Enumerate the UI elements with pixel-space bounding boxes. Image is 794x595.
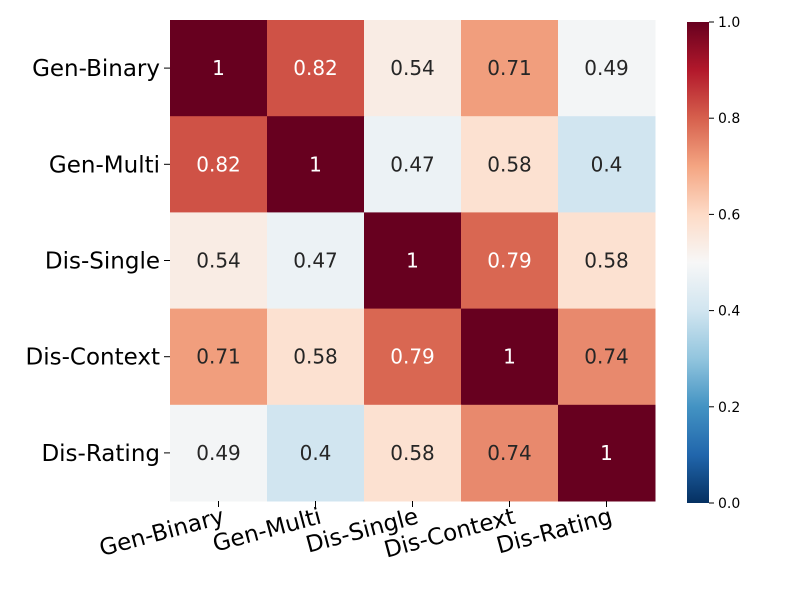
heatmap-cell [461,404,559,502]
cell-value-label: 0.79 [390,345,435,369]
heatmap-cell [364,20,462,117]
cell-value-label: 0.58 [584,249,629,273]
heatmap-cell [170,116,268,213]
colorbar-tick-label: 0.6 [718,207,740,223]
heatmap-cell [364,116,462,213]
heatmap-cell [461,212,559,310]
column-tick-labels: Gen-BinaryGen-MultiDis-SingleDis-Context… [97,501,615,564]
colorbar-tick-label: 0.2 [718,400,740,416]
heatmap-cell [461,116,559,213]
cell-value-label: 0.58 [487,152,532,176]
row-label: Gen-Binary [32,56,160,82]
cell-value-label: 0.74 [487,441,532,465]
heatmap-cell [364,404,462,502]
cell-value-label: 1 [600,441,613,465]
heatmap-cell [170,404,268,502]
cell-value-label: 1 [406,249,419,273]
cell-value-label: 1 [503,345,516,369]
row-label: Dis-Rating [41,441,160,467]
heatmap-cell [267,308,365,406]
colorbar-ticks: 0.0 0.2 0.4 0.6 0.8 1.0 [709,15,740,512]
heatmap-cell [558,404,656,502]
heatmap-cell [267,116,365,213]
heatmap-cell [558,308,656,406]
cell-value-label: 0.71 [196,345,241,369]
heatmap-cell [170,212,268,310]
cell-value-label: 0.49 [196,441,241,465]
cell-value-label: 1 [212,56,225,80]
colorbar-gradient [687,22,709,503]
heatmap-cell [461,20,559,117]
cell-value-label: 0.82 [196,152,241,176]
heatmap-cell [170,308,268,406]
heatmap-cell [170,20,268,117]
heatmap-cell [558,20,656,117]
cell-value-label: 0.54 [196,249,241,273]
cell-value-label: 0.47 [293,249,338,273]
cell-value-label: 0.47 [390,152,435,176]
colorbar: 0.0 0.2 0.4 0.6 0.8 1.0 [687,15,740,512]
cell-value-label: 0.58 [293,345,338,369]
heatmap-cell [558,212,656,310]
heatmap-cell [461,308,559,406]
colorbar-tick-label: 0.4 [718,304,740,320]
colorbar-tick-label: 0.8 [718,111,740,127]
colorbar-tick-label: 0.0 [718,496,740,512]
colorbar-tick-label: 1.0 [718,15,740,31]
heatmap-cell [267,212,365,310]
row-tick-labels: Gen-Binary Gen-Multi Dis-Single Dis-Context… [26,56,170,467]
row-label: Dis-Single [45,249,160,275]
heatmap-cell [558,116,656,213]
column-label: Gen-Binary [97,504,227,562]
cell-value-label: 0.4 [591,152,623,176]
heatmap-cell [267,20,365,117]
heatmap-cell [364,212,462,310]
cell-value-label: 1 [309,152,322,176]
cell-value-label: 0.4 [300,441,332,465]
heatmap-cell [364,308,462,406]
heatmap-cells [170,20,656,502]
heatmap-cell [267,404,365,502]
cell-value-label: 0.82 [293,56,338,80]
row-label: Dis-Context [26,345,161,371]
cell-value-label: 0.74 [584,345,629,369]
row-label: Gen-Multi [49,152,160,178]
cell-value-label: 0.54 [390,56,435,80]
cell-value-label: 0.79 [487,249,532,273]
cell-value-label: 0.58 [390,441,435,465]
cell-value-label: 0.71 [487,56,532,80]
heatmap-cell-labels: 1 0.82 0.54 0.71 0.49 0.82 1 0.47 0.58 0.4 0.54 0.4… [196,56,629,465]
cell-value-label: 0.49 [584,56,629,80]
